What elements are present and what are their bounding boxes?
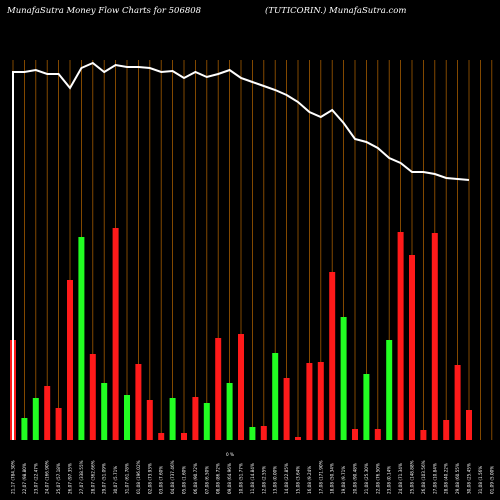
money-flow-bar — [192, 397, 199, 440]
x-tick-label: 24,08 (71.34% — [398, 463, 403, 494]
money-flow-bar — [89, 354, 96, 440]
money-flow-bar — [340, 317, 347, 440]
money-flow-bar — [306, 363, 313, 440]
money-flow-bar — [260, 426, 267, 440]
x-tick-label: 16,08 (9.24% — [307, 466, 312, 494]
money-flow-bar — [238, 334, 244, 440]
money-flow-bar — [21, 418, 28, 440]
bars — [10, 228, 472, 440]
money-flow-bar — [158, 433, 165, 440]
x-tick-label: 03,08 (7.60% — [159, 466, 164, 494]
x-tick-label: 02,08 (73.93% — [147, 463, 152, 494]
x-tick-label: 23,07 (22.47% — [33, 463, 38, 494]
money-flow-bar — [420, 430, 427, 440]
x-tick-label: 26,08 (103.56% — [421, 460, 426, 494]
x-tick-label: 10,08 (51.77% — [239, 463, 244, 494]
x-tick-label: 25,08 (148.88% — [410, 460, 415, 494]
money-flow-bar — [352, 429, 358, 440]
money-flow-bar — [135, 364, 142, 440]
x-tick-label: 13,08 (0.00% — [273, 466, 278, 494]
money-flow-bar — [181, 433, 187, 440]
x-tick-label: 06,08 (90.72% — [193, 463, 198, 494]
money-flow-bar — [409, 255, 415, 440]
x-tick-label: 29,07 (51.09% — [102, 463, 107, 494]
money-flow-bar — [363, 374, 370, 440]
money-flow-bar — [431, 233, 438, 440]
money-flow-bar — [295, 437, 301, 440]
x-tick-label: 18,08 (50.34% — [330, 463, 335, 494]
money-flow-bar — [146, 400, 153, 440]
chart-subtitle: (TUTICORIN.) MunafaSutra.com — [265, 6, 407, 16]
x-tick-label: 17,08 (171.90% — [318, 460, 323, 494]
x-tick-label: 14,08 (22.85% — [284, 463, 289, 494]
money-flow-bar — [397, 232, 404, 440]
x-tick-label: 27,08 (10.84% — [432, 463, 437, 494]
money-flow-bar — [317, 362, 324, 440]
x-tick-label: 22,08 (76.50% — [375, 463, 380, 494]
x-tick-label: 24,07 (166.90% — [45, 460, 50, 494]
money-flow-bar — [272, 353, 279, 440]
money-flow-bar — [101, 383, 108, 440]
x-tick-label: 26,07 (97.35% — [68, 463, 73, 494]
x-tick-label: 01,09 (5.00% — [489, 466, 494, 494]
money-flow-bar — [55, 408, 62, 440]
money-flow-bar — [386, 340, 393, 440]
x-tick-label: 21,08 (25.30% — [364, 463, 369, 494]
x-tick-label: 11,08 (14.84% — [250, 463, 255, 494]
x-tick-label: 31,07 (61.78% — [125, 463, 130, 494]
money-flow-bar — [226, 383, 233, 440]
x-tick-label: 30,07 (5.71% — [113, 466, 118, 494]
x-tick-label: 12,08 (2.55% — [261, 466, 266, 494]
x-tick-label: 15,08 (3.64% — [296, 466, 301, 494]
x-tick-label: 05,08 (1.60% — [182, 466, 187, 494]
x-tick-label: 25,07 (57.18% — [56, 463, 61, 494]
x-tick-label: 19,08 (9.71% — [341, 466, 346, 494]
chart-title: MunafaSutra Money Flow Charts for 506808 — [7, 6, 202, 16]
money-flow-bar — [374, 429, 381, 440]
money-flow-bar — [78, 237, 85, 440]
x-tick-label: 28,07 (362.66% — [90, 460, 95, 494]
x-tick-label: 07,08 (6.50% — [204, 466, 209, 494]
x-tick-label: 31,08 (1.56% — [478, 466, 483, 494]
center-label: 0 % — [226, 452, 234, 457]
x-tick-label: 22,07 (98.80% — [22, 463, 27, 494]
x-tick-label: 08,08 (86.72% — [216, 463, 221, 494]
money-flow-bar — [44, 386, 51, 440]
money-flow-bar — [329, 272, 336, 440]
x-tick-label: 01,08 (196.02% — [136, 460, 141, 494]
money-flow-bar — [454, 365, 461, 440]
x-tick-label: 29,08 (60.55% — [455, 463, 460, 494]
money-flow-bar — [32, 398, 39, 440]
x-tick-label: 28,08 (40.22% — [444, 463, 449, 494]
x-tick-label: 27,07 (338.55% — [79, 460, 84, 494]
money-flow-bar — [124, 395, 130, 440]
money-flow-bar — [443, 420, 450, 440]
gridlines — [12, 60, 493, 440]
money-flow-bar — [203, 403, 210, 440]
money-flow-bar — [466, 410, 472, 440]
x-tick-label: 20,08 (90.48% — [353, 463, 358, 494]
money-flow-bar — [249, 427, 256, 440]
x-tick-label: 04,08 (737.46% — [170, 460, 175, 494]
money-flow-bar — [169, 398, 176, 440]
money-flow-bar — [215, 338, 222, 440]
x-tick-labels: 21,17 (784.30% 22,07 (98.80% 23,07 (22.47%… — [11, 460, 495, 494]
x-tick-label: 23,08 (0.14% — [387, 466, 392, 494]
money-flow-bar — [283, 378, 290, 440]
price-line — [12, 61, 470, 440]
x-tick-label: 21,17 (784.30% — [11, 460, 16, 494]
x-tick-label: 09,08 (64.96% — [227, 463, 232, 494]
money-flow-bar — [67, 280, 73, 440]
x-tick-label: 30,08 (25.45% — [467, 463, 472, 494]
money-flow-bar — [112, 228, 119, 440]
